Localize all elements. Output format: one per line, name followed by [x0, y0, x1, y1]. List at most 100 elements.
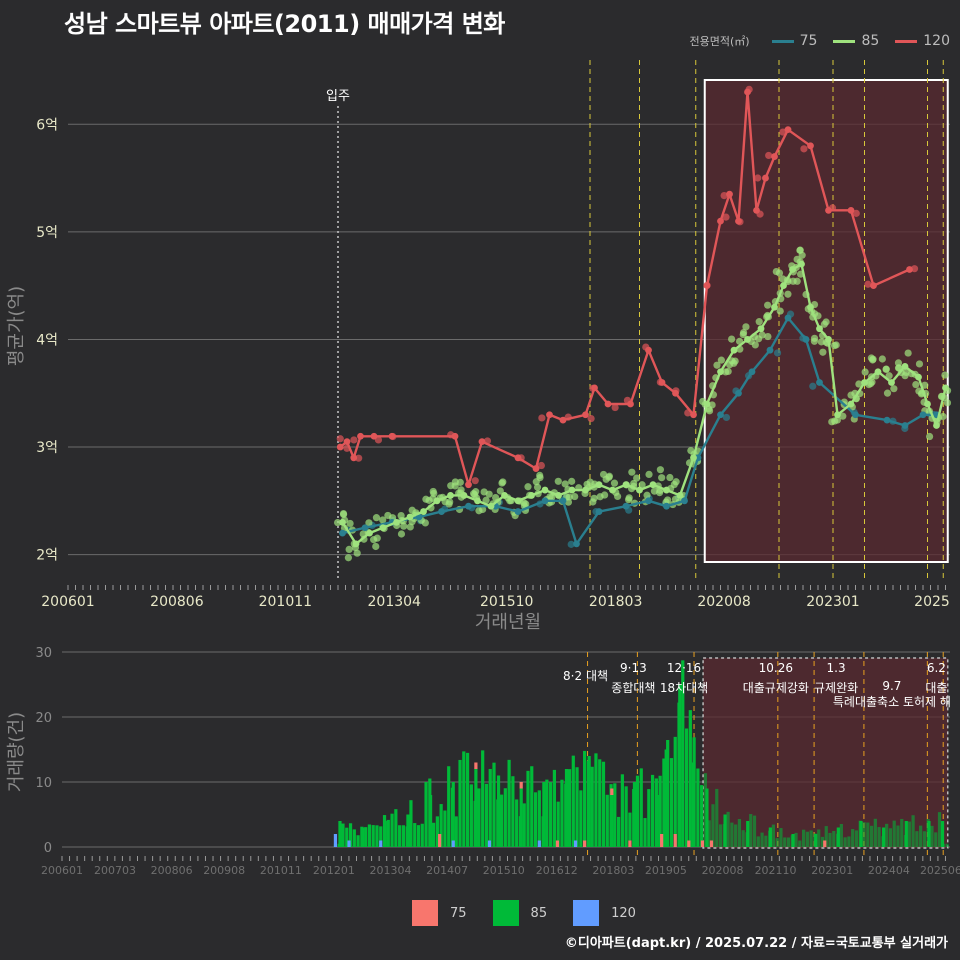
volume-bar-85	[707, 820, 711, 847]
price-marker-120	[771, 153, 778, 160]
volume-bar-85	[515, 799, 519, 847]
volume-bar-85	[869, 825, 874, 847]
volume-bar-85	[409, 800, 413, 847]
volume-bar-85	[832, 831, 836, 847]
bar-legend-label-75: 75	[450, 905, 467, 921]
volume-bar-85	[882, 827, 886, 847]
price-marker-75	[919, 411, 927, 419]
price-marker-120	[762, 174, 769, 182]
volume-bar-85	[678, 684, 682, 847]
volume-bar-85	[919, 825, 923, 847]
legend-item-75[interactable]: 75	[768, 33, 817, 49]
price-marker-75	[681, 497, 688, 505]
price-point-85	[564, 498, 573, 506]
volume-bar-85	[579, 790, 583, 847]
volume-x-tick-label: 201803	[592, 864, 634, 877]
price-point-85	[904, 349, 912, 357]
price-marker-120	[690, 411, 697, 419]
price-point-85	[429, 487, 437, 496]
price-marker-120	[744, 88, 751, 96]
price-marker-85	[847, 400, 855, 408]
volume-x-tick-label: 201510	[483, 864, 525, 877]
legend-item-120[interactable]: 120	[891, 33, 950, 49]
volume-bar-85	[915, 831, 919, 847]
price-point-120	[538, 414, 546, 422]
volume-bar-85	[737, 818, 742, 847]
price-y-tick-label: 3억	[36, 440, 58, 456]
volume-bar-85	[726, 811, 730, 847]
legend-item-85[interactable]: 85	[829, 33, 879, 49]
price-marker-75	[766, 346, 774, 354]
price-marker-85	[582, 486, 589, 494]
price-point-85	[638, 481, 646, 489]
policy-date-label: 9.7	[882, 679, 901, 693]
bar-legend-swatch-75	[412, 900, 438, 926]
price-marker-75	[852, 411, 859, 419]
price-point-85	[672, 478, 680, 486]
bar-legend-label-120: 120	[611, 905, 636, 921]
price-y-tick-label: 5억	[36, 225, 58, 241]
price-point-85	[666, 473, 674, 482]
volume-bar-85	[684, 728, 689, 847]
volume-bar-85	[401, 825, 405, 847]
price-marker-85	[816, 325, 823, 333]
volume-bar-85	[768, 827, 772, 847]
price-point-85	[536, 474, 544, 482]
price-point-85	[796, 246, 804, 254]
volume-highlight-box	[702, 657, 949, 849]
volume-bar-85	[911, 815, 915, 847]
volume-bar-85	[798, 840, 802, 847]
price-marker-75	[883, 416, 891, 424]
price-point-85	[861, 368, 869, 376]
price-point-85	[633, 474, 641, 482]
volume-bar-85	[847, 836, 851, 847]
volume-bar-85	[488, 768, 492, 847]
price-marker-85	[915, 373, 922, 381]
volume-bar-120	[347, 840, 351, 847]
price-marker-85	[933, 422, 940, 429]
volume-bar-85	[522, 803, 526, 847]
volume-bar-85	[824, 826, 828, 847]
volume-bar-85	[866, 822, 870, 847]
policy-text-label: 8·2 대책	[563, 668, 608, 683]
legend-swatch-120	[895, 39, 918, 43]
volume-bar-85	[775, 838, 779, 847]
volume-bar-85	[940, 821, 945, 847]
price-marker-120	[591, 384, 598, 392]
legend-title: 전용면적(㎡)	[689, 35, 750, 48]
price-marker-85	[379, 524, 387, 532]
volume-y-axis-title: 거래량(건)	[6, 712, 27, 792]
volume-bar-85	[749, 814, 753, 847]
volume-bar-85	[469, 784, 473, 847]
volume-bar-85	[688, 710, 692, 847]
price-marker-75	[717, 411, 724, 419]
price-marker-85	[487, 502, 495, 510]
price-point-85	[568, 477, 576, 485]
price-marker-75	[438, 508, 445, 515]
price-marker-120	[726, 190, 733, 198]
price-point-85	[658, 474, 666, 482]
volume-x-tick-label: 200908	[203, 864, 245, 877]
price-point-75	[567, 540, 575, 548]
volume-x-tick-label: 202008	[702, 864, 744, 877]
price-marker-120	[807, 142, 814, 150]
volume-bar-85	[496, 775, 501, 847]
volume-bar-85	[779, 828, 783, 847]
price-point-85	[645, 470, 653, 478]
price-point-85	[656, 466, 665, 474]
volume-bar-85	[428, 795, 433, 847]
price-point-85	[764, 332, 772, 341]
price-point-85	[810, 334, 819, 342]
volume-bar-85	[406, 814, 410, 847]
volume-bar-85	[892, 820, 896, 847]
volume-bar-85	[771, 824, 775, 847]
volume-bar-85	[413, 823, 417, 847]
volume-bar-85	[839, 824, 843, 847]
price-point-85	[915, 360, 924, 368]
volume-x-tick-label: 201612	[536, 864, 578, 877]
price-point-85	[590, 494, 598, 502]
policy-text-label: 대출규제강화	[743, 681, 809, 695]
price-x-tick-label: 2025	[914, 594, 950, 610]
volume-bar-85	[820, 836, 825, 847]
volume-x-tick-label: 201905	[645, 864, 687, 877]
